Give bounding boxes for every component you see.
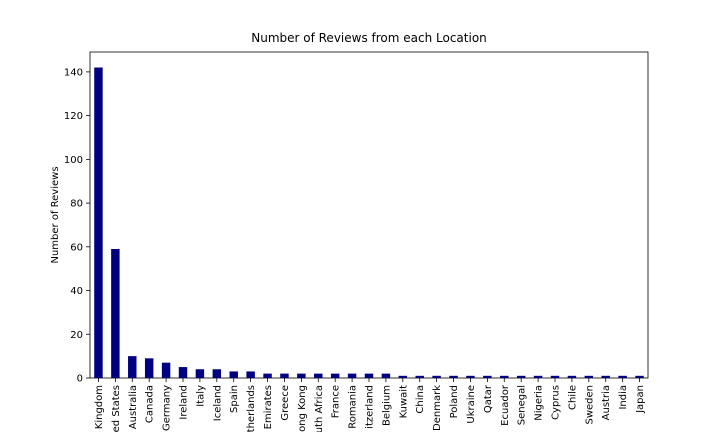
x-tick-label: therlands bbox=[246, 385, 257, 432]
x-tick-label: ong Kong bbox=[297, 385, 308, 432]
x-tick-label: Ecuador bbox=[500, 384, 511, 426]
bar bbox=[432, 375, 441, 378]
y-tick-label: 80 bbox=[70, 199, 83, 210]
chart-title: Number of Reviews from each Location bbox=[251, 31, 487, 45]
bar bbox=[246, 371, 255, 378]
y-tick-label: 140 bbox=[64, 67, 83, 78]
x-tick-label: uth Africa bbox=[314, 385, 325, 432]
bar bbox=[94, 67, 103, 379]
y-tick-label: 120 bbox=[64, 111, 83, 122]
x-tick-label: China bbox=[415, 385, 426, 414]
x-tick-label: Belgium bbox=[381, 385, 392, 426]
y-axis-label: Number of Reviews bbox=[50, 166, 61, 263]
bar bbox=[144, 358, 154, 378]
x-tick-label: Poland bbox=[449, 385, 460, 418]
x-tick-label: Sweden bbox=[584, 385, 595, 425]
x-tick-label: itzerland bbox=[365, 385, 376, 429]
plot-frame bbox=[89, 51, 649, 379]
bar bbox=[533, 375, 543, 378]
x-tick-label: Iceland bbox=[212, 385, 223, 421]
x-tick-label: Kingdom bbox=[94, 385, 105, 429]
x-tick-label: Chile bbox=[567, 385, 578, 410]
bar bbox=[314, 373, 323, 378]
x-tick-label: Spain bbox=[229, 385, 240, 413]
x-tick-label: Ireland bbox=[179, 385, 190, 420]
bar bbox=[229, 371, 238, 378]
bar bbox=[297, 373, 306, 378]
bar bbox=[398, 375, 408, 378]
bar bbox=[195, 369, 205, 378]
bar bbox=[330, 373, 340, 378]
bar bbox=[584, 375, 594, 378]
x-tick-label: Romania bbox=[348, 385, 359, 429]
x-tick-label: Kuwait bbox=[398, 385, 409, 418]
x-tick-label: Nigeria bbox=[534, 385, 545, 421]
y-tick-label: 60 bbox=[70, 242, 83, 253]
x-tick-label: Cyprus bbox=[551, 385, 562, 420]
bar bbox=[347, 373, 357, 378]
bar bbox=[466, 375, 475, 378]
x-tick-label: Australia bbox=[128, 385, 139, 429]
x-tick-label: Germany bbox=[162, 385, 173, 431]
bar bbox=[601, 375, 610, 378]
x-tick-label: Austria bbox=[601, 385, 612, 420]
bar bbox=[516, 375, 526, 378]
bar bbox=[111, 248, 120, 378]
x-tick-label: Greece bbox=[280, 385, 291, 421]
bar bbox=[263, 373, 272, 378]
bar bbox=[483, 375, 492, 378]
bar bbox=[178, 367, 188, 378]
x-tick-label: Emirates bbox=[263, 385, 274, 429]
x-tick-label: India bbox=[618, 385, 629, 410]
bar bbox=[449, 375, 458, 378]
bar bbox=[212, 369, 222, 378]
bar bbox=[567, 375, 577, 378]
bar bbox=[364, 373, 374, 378]
bar bbox=[635, 375, 644, 378]
bar bbox=[381, 373, 391, 378]
bar bbox=[280, 373, 289, 378]
y-tick-label: 40 bbox=[70, 286, 83, 297]
x-tick-label: Senegal bbox=[517, 385, 528, 425]
bar bbox=[618, 375, 627, 378]
x-tick-label: Italy bbox=[195, 385, 206, 407]
y-tick-label: 20 bbox=[70, 330, 83, 341]
bar bbox=[161, 362, 171, 378]
bar bbox=[550, 375, 560, 378]
x-tick-label: Japan bbox=[635, 385, 646, 414]
y-tick-label: 0 bbox=[77, 374, 83, 385]
x-tick-label: Canada bbox=[145, 385, 156, 423]
x-tick-label: Denmark bbox=[432, 385, 443, 431]
bar bbox=[500, 375, 509, 378]
bar bbox=[128, 356, 137, 378]
x-tick-label: Ukraine bbox=[466, 385, 477, 424]
x-tick-label: ed States bbox=[111, 385, 122, 432]
bar bbox=[415, 375, 424, 378]
y-tick-label: 100 bbox=[64, 155, 83, 166]
x-tick-label: Qatar bbox=[483, 384, 494, 413]
x-tick-label: France bbox=[331, 385, 342, 418]
